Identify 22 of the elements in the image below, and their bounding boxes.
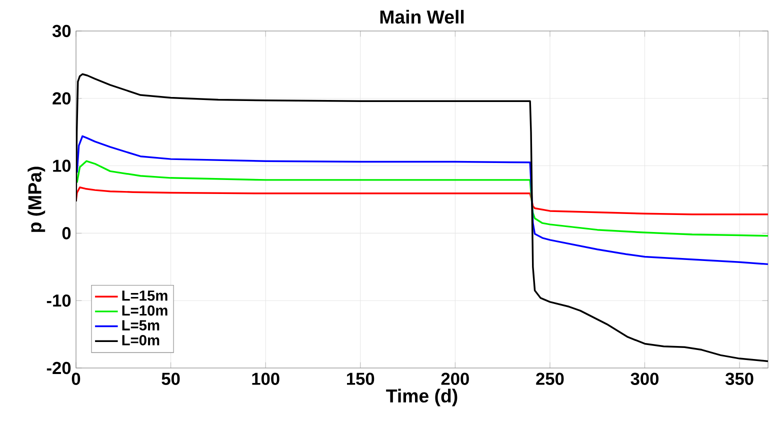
x-tick-label: 250 xyxy=(536,372,564,385)
x-tick-label: 200 xyxy=(441,372,469,385)
line-series xyxy=(76,135,768,266)
x-tick-label: 300 xyxy=(630,372,659,385)
chart-title: Main Well xyxy=(380,10,464,24)
y-tick-label: 30 xyxy=(52,24,71,38)
x-tick-label: 100 xyxy=(252,372,280,385)
x-axis-title: Time (d) xyxy=(386,388,458,406)
y-tick-label: -10 xyxy=(46,294,71,307)
legend-label: L=15m xyxy=(122,290,168,301)
legend-label: L=10m xyxy=(122,305,168,316)
x-tick-label: 350 xyxy=(725,372,754,385)
y-tick-label: 10 xyxy=(53,160,71,172)
y-tick-label: 20 xyxy=(52,92,71,105)
y-tick-label: 0 xyxy=(62,227,71,240)
x-tick-label: 150 xyxy=(347,372,374,385)
legend-label: L=0m xyxy=(122,334,160,346)
legend-label: L=5m xyxy=(122,320,160,330)
y-axis-title: p (MPa) xyxy=(28,166,46,232)
x-tick-label: 50 xyxy=(162,372,180,385)
x-tick-label: 0 xyxy=(72,372,80,385)
y-tick-label: -20 xyxy=(46,362,71,374)
